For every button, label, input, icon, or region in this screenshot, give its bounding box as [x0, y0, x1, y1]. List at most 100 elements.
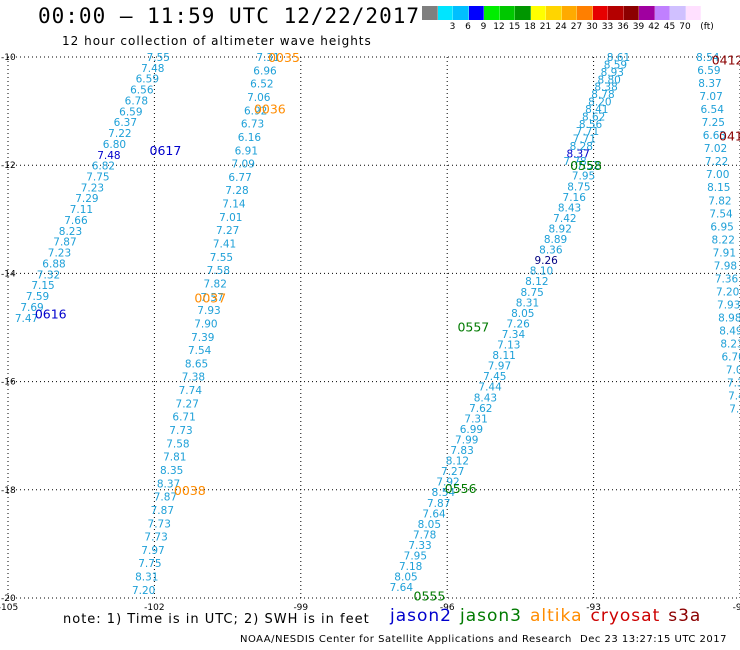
satellite-legend: jason2 jason3 altika cryosat s3a — [390, 606, 709, 626]
color-scale-swatch — [685, 6, 701, 20]
x-tick-label: -93 — [586, 603, 601, 613]
wave-height-value: 7.14 — [222, 199, 246, 211]
pass-number-label: 0412 — [712, 53, 740, 68]
wave-height-value: 6.77 — [228, 172, 251, 184]
color-scale-swatch — [499, 6, 515, 20]
pass-number-label: 0617 — [150, 143, 182, 158]
wave-height-value: 8.37 — [698, 78, 721, 90]
legend-entry-cryosat: cryosat — [590, 606, 661, 626]
wave-height-value: 7.02 — [704, 143, 727, 155]
pass-number-label: 0555 — [414, 588, 446, 603]
wave-height-value: 8.31 — [135, 572, 158, 584]
wave-height-value: 7.71 — [576, 126, 599, 138]
wave-height-value: 6.80 — [103, 139, 126, 151]
color-scale-tick-label: 21 — [539, 22, 552, 32]
wave-height-value: 7.83 — [450, 445, 473, 457]
color-scale-swatch — [437, 6, 453, 20]
pass-number-label: 041 — [719, 128, 740, 143]
units-note: note: 1) Time is in UTC; 2) SWH is in fe… — [63, 612, 370, 627]
wave-height-value: 7.33 — [408, 540, 431, 552]
wave-height-value: 8.43 — [474, 392, 497, 404]
wave-height-value: 7.54 — [709, 208, 733, 220]
wave-height-value: 7.42 — [553, 213, 576, 225]
x-tick-label: -99 — [293, 603, 308, 613]
wave-height-value: 7.22 — [705, 156, 728, 168]
wave-height-value: 7.97 — [141, 545, 164, 557]
wave-height-value: 8.78 — [591, 89, 614, 101]
wave-height-value: 6.63 — [703, 130, 726, 142]
legend-entry-altika: altika — [530, 606, 583, 626]
wave-height-value: 8.65 — [185, 358, 208, 370]
pass-number-label: 0558 — [570, 158, 602, 173]
wave-height-value: 7.87 — [151, 505, 174, 517]
wave-height-value: 8.54 — [696, 52, 720, 64]
color-scale-tick-label: 39 — [632, 22, 645, 32]
wave-height-value: 7.0 — [729, 404, 740, 416]
wave-height-value: 7.78 — [563, 156, 586, 168]
wave-height-value: 7.97 — [488, 361, 511, 373]
wave-height-value: 6.96 — [253, 65, 277, 77]
wave-height-value: 6.71 — [172, 412, 195, 424]
wave-height-value: 7.00 — [706, 169, 729, 181]
wave-height-value: 7.20 — [716, 286, 739, 298]
wave-height-value: 7.36 — [715, 273, 739, 285]
wave-height-value: 7.48 — [141, 63, 164, 75]
color-scale-swatch — [561, 6, 577, 20]
wave-height-value: 7.87 — [53, 237, 76, 249]
wave-height-value: 7.25 — [702, 117, 725, 129]
wave-height-value: 7.47 — [15, 313, 38, 325]
color-scale-tick-label: 33 — [601, 22, 614, 32]
wave-height-value: 7.98 — [714, 260, 737, 272]
wave-height-value: 8.05 — [511, 308, 534, 320]
wave-height-value: 7.06 — [247, 92, 271, 104]
wave-height-value: 7.64 — [390, 582, 414, 594]
wave-height-value: 7.27 — [216, 225, 239, 237]
wave-height-value: 7.82 — [708, 195, 731, 207]
wave-height-value: 7.39 — [191, 332, 214, 344]
wave-height-value: 7.87 — [427, 498, 450, 510]
wave-height-value: 7.87 — [154, 492, 177, 504]
wave-height-value: 7.71 — [573, 134, 596, 146]
wave-height-value: 7.59 — [26, 291, 49, 303]
wave-height-value: 7.99 — [455, 434, 478, 446]
wave-height-value: 7.81 — [163, 452, 186, 464]
wave-height-value: 8.15 — [707, 182, 730, 194]
wave-height-value: 8.31 — [516, 297, 539, 309]
wave-height-value: 7.73 — [169, 425, 192, 437]
x-tick-label: -90 — [733, 603, 740, 613]
legend-entry-s3a: s3a — [668, 606, 702, 626]
color-scale-unit: (ft) — [700, 22, 714, 32]
wave-height-value: 8.20 — [588, 97, 611, 109]
wave-height-value: 7.18 — [399, 561, 422, 573]
wave-height-value: 8.75 — [567, 181, 590, 193]
wave-height-value: 8.62 — [582, 111, 605, 123]
wave-height-value: 7.75 — [138, 558, 161, 570]
generation-timestamp: Dec 23 13:27:15 UTC 2017 — [580, 634, 727, 645]
wave-height-value: 7.57 — [200, 292, 223, 304]
wave-height-value: 8.49 — [719, 326, 740, 338]
wave-height-value: 7.58 — [207, 265, 230, 277]
pass-number-label: 0616 — [35, 306, 67, 321]
wave-height-value: 7.93 — [717, 299, 740, 311]
wave-height-value: 7.74 — [179, 385, 203, 397]
wave-height-value: 7.16 — [563, 192, 587, 204]
pass-number-label: 0036 — [254, 101, 286, 116]
wave-height-value: 8.23 — [59, 226, 82, 238]
color-scale-swatch — [639, 6, 655, 20]
pass-number-label: 0556 — [445, 481, 477, 496]
color-scale-swatch — [484, 6, 500, 20]
pass-number-label: 0035 — [268, 50, 300, 65]
wave-height-value: 8.56 — [579, 119, 603, 131]
wave-height-value: 6.70 — [721, 352, 740, 364]
color-scale-swatch — [654, 6, 670, 20]
color-scale-tick-label: 42 — [648, 22, 660, 32]
wave-height-value: 8.43 — [558, 202, 581, 214]
color-scale-swatch — [670, 6, 686, 20]
wave-height-value: 6.78 — [125, 95, 148, 107]
y-tick-label: -14 — [1, 269, 16, 279]
wave-height-value: 8.59 — [604, 59, 627, 71]
wave-height-value: 8.22 — [712, 234, 735, 246]
wave-height-value: 8.75 — [520, 287, 543, 299]
wave-height-value: 7.95 — [572, 171, 595, 183]
